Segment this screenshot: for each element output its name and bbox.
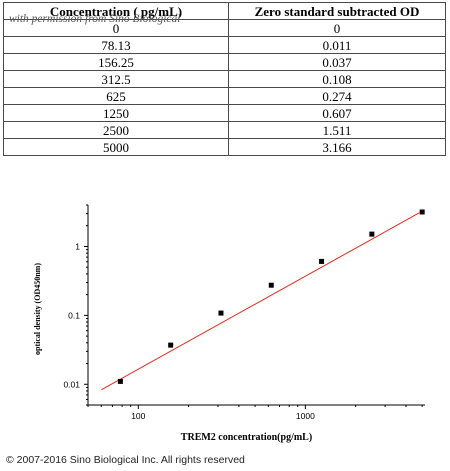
- cell-od: 0.037: [228, 53, 446, 71]
- cell-concentration: 312.5: [3, 70, 229, 88]
- cell-concentration: 78.13: [3, 36, 229, 54]
- cell-concentration: 625: [3, 87, 229, 105]
- table-body: 0 0 78.13 0.011 156.25 0.037 312.5 0.108 625 0.27…: [3, 19, 446, 156]
- data-point: [268, 282, 274, 288]
- table-row: 312.5 0.108: [3, 70, 446, 88]
- x-axis-label: TREM2 concentration(pg/mL): [181, 432, 312, 443]
- x-tick-label: 100: [131, 411, 145, 421]
- cell-concentration: 5000: [3, 138, 229, 156]
- cell-concentration: 156.25: [3, 53, 229, 71]
- header-concentration: Concentration ( pg/mL) with permission f…: [3, 2, 229, 25]
- cell-od: 0.274: [228, 87, 446, 105]
- header-concentration-label: Concentration ( pg/mL): [49, 3, 183, 19]
- cell-od: 3.166: [228, 138, 446, 156]
- copyright-notice: © 2007-2016 Sino Biological Inc. All rig…: [6, 454, 245, 466]
- table-row: 78.13 0.011: [3, 36, 446, 54]
- header-od: Zero standard subtracted OD: [228, 2, 446, 20]
- data-point: [419, 209, 425, 215]
- y-axis-label: optical density (OD450nm): [33, 263, 42, 355]
- cell-concentration: 2500: [3, 121, 229, 139]
- y-tick-label: 0.1: [68, 310, 80, 320]
- table-row: 625 0.274: [3, 87, 446, 105]
- cell-od: 0.607: [228, 104, 446, 122]
- cell-od: 0.108: [228, 70, 446, 88]
- cell-concentration: 1250: [3, 104, 229, 122]
- standard-curve-table: Concentration ( pg/mL) with permission f…: [3, 2, 446, 156]
- cell-concentration: 0: [3, 19, 229, 37]
- table-row: 156.25 0.037: [3, 53, 446, 71]
- y-tick-label: 0.01: [63, 379, 80, 389]
- table-row: 5000 3.166: [3, 138, 446, 156]
- table-row: 1250 0.607: [3, 104, 446, 122]
- data-point: [117, 378, 123, 384]
- data-point: [319, 258, 325, 264]
- standard-curve-chart: 0.01 0.1 1 100 1000 TREM2 concentration(pg/mL…: [33, 204, 425, 443]
- y-tick-label: 1: [75, 241, 80, 251]
- cell-od: 0: [228, 19, 446, 37]
- table-header-row: Concentration ( pg/mL) with permission f…: [3, 2, 446, 25]
- data-point: [369, 231, 375, 237]
- cell-od: 0.011: [228, 36, 446, 54]
- data-point: [218, 310, 224, 316]
- table-row: 2500 1.511: [3, 121, 446, 139]
- data-point: [168, 342, 174, 348]
- cell-od: 1.511: [228, 121, 446, 139]
- x-tick-label: 1000: [296, 411, 315, 421]
- fit-line: [100, 212, 420, 391]
